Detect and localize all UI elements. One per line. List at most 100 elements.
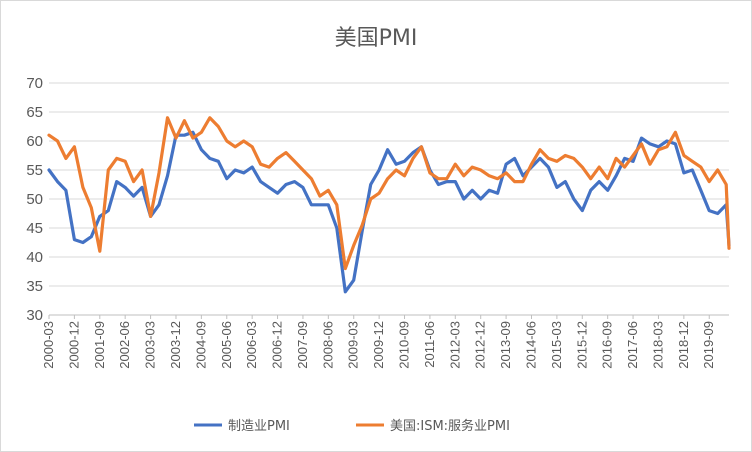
data-point — [319, 204, 321, 206]
data-point — [615, 157, 617, 160]
data-point — [99, 250, 101, 252]
data-point — [725, 183, 727, 186]
data-point — [217, 125, 220, 128]
data-point — [132, 195, 135, 197]
y-tick-label: 55 — [26, 162, 43, 179]
data-point — [547, 157, 550, 160]
data-point — [200, 148, 203, 151]
data-point — [505, 172, 507, 174]
data-point — [615, 175, 617, 177]
data-point — [496, 177, 499, 180]
data-point — [115, 180, 118, 183]
x-tick-label: 2012-12 — [473, 321, 488, 369]
data-point — [200, 131, 203, 134]
data-point — [115, 157, 118, 160]
data-point — [65, 157, 67, 160]
x-tick-label: 2005-06 — [219, 321, 234, 369]
x-tick-label: 2003-12 — [168, 321, 183, 369]
data-point — [242, 172, 245, 174]
data-point — [56, 140, 59, 142]
data-point — [454, 163, 457, 165]
x-tick-label: 2012-03 — [447, 321, 462, 369]
data-point — [446, 177, 448, 180]
data-point — [242, 140, 245, 142]
data-point — [488, 189, 491, 192]
y-tick-label: 60 — [26, 133, 43, 150]
data-point — [234, 169, 236, 171]
x-tick-label: 2013-09 — [498, 321, 513, 369]
x-tick-label: 2018-03 — [650, 321, 665, 369]
legend-label-services: 美国:ISM:服务业PMI — [390, 418, 510, 434]
chart-title: 美国PMI — [335, 26, 418, 51]
data-point — [82, 186, 84, 189]
data-point — [691, 160, 694, 163]
data-point — [437, 183, 440, 186]
data-point — [234, 146, 236, 148]
data-point — [90, 235, 93, 238]
data-point — [446, 180, 448, 183]
data-point — [361, 224, 364, 226]
data-point — [463, 198, 465, 200]
data-point — [302, 169, 304, 171]
data-point — [564, 154, 567, 157]
data-point — [412, 151, 414, 154]
data-point — [429, 172, 431, 174]
data-point — [649, 143, 651, 145]
data-point — [386, 148, 389, 151]
x-tick-label: 2006-03 — [244, 321, 259, 369]
data-point — [581, 166, 584, 168]
series-lines — [47, 116, 731, 294]
x-tick-label: 2004-09 — [193, 321, 208, 369]
y-tick-label: 65 — [26, 104, 43, 121]
gridlines — [49, 82, 729, 316]
x-tick-label: 2018-12 — [676, 321, 691, 369]
x-tick-label: 2016-09 — [600, 321, 615, 369]
data-point — [530, 163, 533, 165]
data-point — [632, 160, 634, 163]
data-point — [598, 180, 600, 183]
data-point — [479, 169, 482, 171]
data-point — [437, 177, 440, 180]
y-tick-label: 45 — [26, 220, 43, 237]
data-point — [640, 137, 643, 139]
data-point — [73, 238, 76, 241]
data-point — [589, 189, 592, 192]
data-point — [82, 241, 84, 244]
data-point — [395, 169, 397, 171]
x-tick-label: 2006-12 — [270, 321, 285, 369]
data-point — [573, 198, 575, 200]
y-tick-label: 70 — [26, 75, 43, 92]
data-point — [175, 137, 177, 139]
data-point — [285, 183, 287, 186]
data-point — [556, 160, 558, 163]
x-tick-label: 2009-12 — [371, 321, 386, 369]
x-tick-label: 2009-03 — [346, 321, 361, 369]
data-point — [107, 169, 110, 171]
data-point — [259, 180, 262, 183]
x-tick-label: 2014-06 — [523, 321, 538, 369]
data-point — [302, 186, 304, 189]
series-line — [47, 116, 731, 271]
data-point — [149, 215, 152, 218]
data-point — [564, 180, 567, 183]
data-point — [276, 192, 279, 194]
data-point — [606, 177, 609, 180]
data-point — [352, 279, 355, 282]
data-point — [327, 204, 330, 206]
data-point — [632, 154, 634, 157]
data-point — [403, 175, 406, 177]
x-tick-label: 2015-12 — [574, 321, 589, 369]
data-point — [251, 146, 253, 148]
data-point — [700, 166, 702, 168]
data-point — [496, 192, 499, 194]
data-point — [319, 195, 321, 197]
data-point — [505, 163, 507, 165]
data-point — [716, 169, 719, 171]
data-point — [166, 117, 169, 119]
data-point — [369, 198, 372, 200]
data-point — [209, 157, 211, 160]
data-point — [226, 177, 228, 180]
data-point — [573, 157, 575, 160]
data-point — [158, 172, 160, 174]
